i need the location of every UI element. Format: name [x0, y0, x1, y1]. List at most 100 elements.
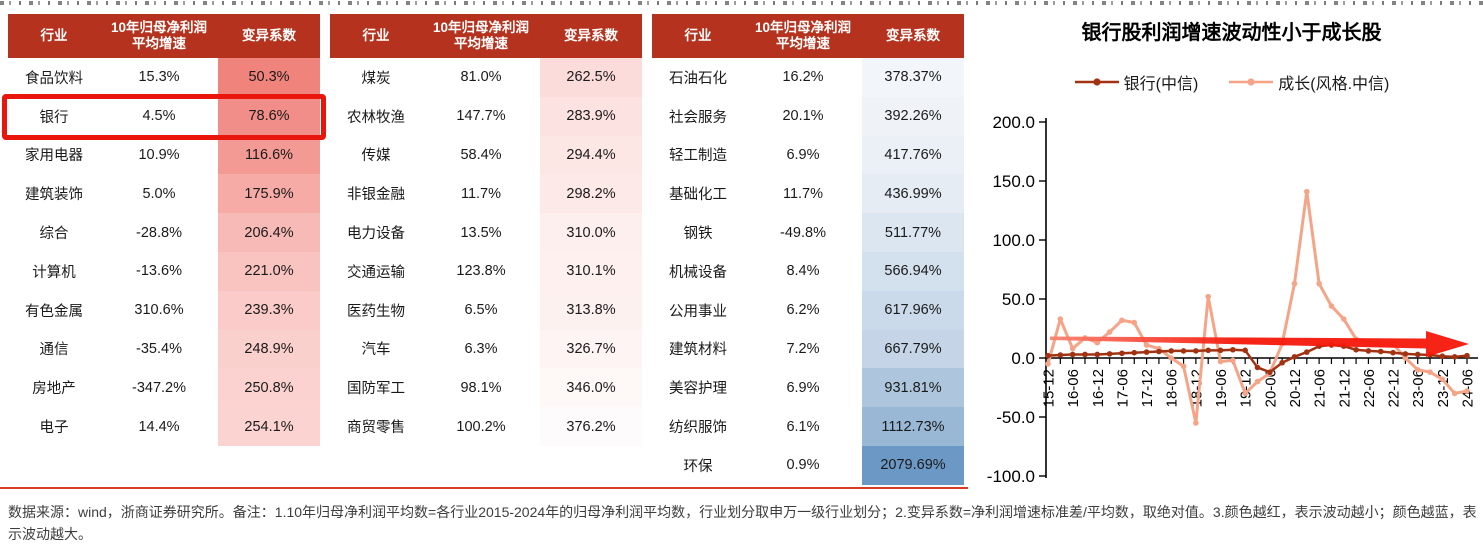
- table-row: 机械设备 8.4% 566.94%: [652, 251, 964, 291]
- table-row: 国防军工 98.1% 346.0%: [330, 368, 642, 408]
- industry-cell: 社会服务: [669, 109, 727, 126]
- table-row: 建筑材料 7.2% 667.79%: [652, 329, 964, 369]
- y-axis-tick-label: 100.0: [992, 231, 1035, 250]
- table-row: 美容护理 6.9% 931.81%: [652, 368, 964, 408]
- trend-arrow-annotation: [1050, 331, 1469, 357]
- table-header-row: 行业 10年归母净利润 平均增速 变异系数: [8, 14, 320, 58]
- cv-cell: 250.8%: [218, 368, 320, 408]
- col-header-cv: 变异系数: [242, 27, 296, 43]
- cv-cell: 931.81%: [862, 368, 964, 408]
- growth-cell: 81.0%: [460, 69, 502, 86]
- x-axis-tick-label: 21-12: [1336, 369, 1353, 407]
- x-axis-tick-label: 16-12: [1090, 369, 1107, 407]
- table-row: 建筑装饰 5.0% 175.9%: [8, 174, 320, 214]
- table-header-row: 行业 10年归母净利润 平均增速 变异系数: [652, 14, 964, 58]
- industry-cell: 非银金融: [347, 187, 405, 204]
- table-row: 农林牧渔 147.7% 283.9%: [330, 96, 642, 136]
- table-row: 传媒 58.4% 294.4%: [330, 135, 642, 175]
- source-footnote: 数据来源：wind，浙商证券研究所。备注：1.10年归母净利润平均数=各行业20…: [8, 504, 1477, 542]
- cv-cell: 206.4%: [218, 213, 320, 252]
- table-row: 钢铁 -49.8% 511.77%: [652, 213, 964, 252]
- cv-cell: 175.9%: [218, 174, 320, 214]
- x-axis-tick-label: 19-06: [1213, 369, 1230, 407]
- col-header-industry: 行业: [40, 27, 68, 43]
- industry-cell: 商贸零售: [347, 420, 405, 437]
- growth-cell: 4.5%: [142, 108, 176, 125]
- growth-cell: 6.2%: [786, 302, 820, 319]
- x-axis-tick-label: 22-06: [1361, 369, 1378, 407]
- industry-cell: 家用电器: [25, 148, 83, 165]
- cv-cell: 346.0%: [540, 368, 642, 408]
- legend-swatch: [1074, 78, 1119, 86]
- growth-cell: -35.4%: [136, 340, 182, 357]
- industry-cell: 美容护理: [669, 381, 727, 398]
- growth-cell: -347.2%: [131, 379, 186, 396]
- growth-cell: 11.7%: [782, 185, 824, 202]
- table-row: 社会服务 20.1% 392.26%: [652, 96, 964, 136]
- x-axis-tick-label: 17-12: [1139, 369, 1156, 407]
- cv-cell: 116.6%: [218, 135, 320, 175]
- x-axis-tick-label: 20-06: [1262, 369, 1279, 407]
- table-header-row: 行业 10年归母净利润 平均增速 变异系数: [330, 14, 642, 58]
- industry-cell: 石油石化: [669, 70, 727, 87]
- table-row: 环保 0.9% 2079.69%: [652, 445, 964, 485]
- x-axis-tick-label: 23-06: [1410, 369, 1427, 407]
- table-row: 石油石化 16.2% 378.37%: [652, 58, 964, 97]
- x-axis-tick-label: 24-06: [1460, 369, 1477, 407]
- cv-cell: 310.1%: [540, 251, 642, 291]
- cv-cell: 417.76%: [862, 135, 964, 175]
- cv-cell: 326.7%: [540, 329, 642, 369]
- cv-cell: 392.26%: [862, 96, 964, 136]
- cv-cell: 239.3%: [218, 290, 320, 330]
- cv-cell: 248.9%: [218, 329, 320, 369]
- cv-cell: 298.2%: [540, 174, 642, 214]
- growth-cell: 6.1%: [786, 418, 820, 435]
- industry-cell: 电力设备: [347, 226, 405, 243]
- table-row: 轻工制造 6.9% 417.76%: [652, 135, 964, 175]
- table-row: 房地产 -347.2% 250.8%: [8, 368, 320, 408]
- industry-cell: 煤炭: [361, 70, 391, 87]
- col-header-growth: 10年归母净利润 平均增速: [754, 19, 852, 51]
- growth-cell: -13.6%: [136, 263, 182, 280]
- industry-cell: 医药生物: [347, 303, 405, 320]
- growth-cell: 100.2%: [456, 418, 506, 435]
- table-row: 银行 4.5% 78.6%: [8, 96, 320, 136]
- industry-cell: 汽车: [361, 342, 391, 359]
- cv-cell: 221.0%: [218, 251, 320, 291]
- industry-cell: 银行: [39, 109, 69, 126]
- y-axis-tick-label: 150.0: [992, 172, 1035, 191]
- industry-cell: 有色金属: [25, 303, 83, 320]
- growth-cell: -28.8%: [136, 224, 182, 241]
- growth-cell: 20.1%: [782, 108, 824, 125]
- growth-cell: 10.9%: [138, 146, 180, 163]
- cv-cell: 617.96%: [862, 290, 964, 330]
- industry-cell: 基础化工: [669, 187, 727, 204]
- x-axis-tick-label: 18-06: [1164, 369, 1181, 407]
- y-axis-tick-label: 50.0: [1002, 290, 1035, 309]
- industry-cell: 纺织服饰: [669, 420, 727, 437]
- y-axis-tick-label: 0.0: [1011, 349, 1035, 368]
- industry-cell: 电子: [39, 420, 69, 437]
- y-axis-tick-label: 200.0: [992, 113, 1035, 132]
- cv-cell: 566.94%: [862, 251, 964, 291]
- industry-cell: 国防军工: [347, 381, 405, 398]
- cv-cell: 378.37%: [862, 58, 964, 97]
- cv-cell: 313.8%: [540, 290, 642, 330]
- growth-cell: 310.6%: [134, 302, 184, 319]
- growth-cell: 7.2%: [786, 340, 820, 357]
- growth-cell: 8.4%: [786, 263, 820, 280]
- cv-cell: 50.3%: [218, 58, 320, 97]
- table-row: 有色金属 310.6% 239.3%: [8, 290, 320, 330]
- x-axis-tick-label: 15-12: [1041, 369, 1058, 407]
- table-row: 基础化工 11.7% 436.99%: [652, 174, 964, 214]
- cv-cell: 667.79%: [862, 329, 964, 369]
- table-row: 汽车 6.3% 326.7%: [330, 329, 642, 369]
- industry-cell: 钢铁: [683, 226, 713, 243]
- col-header-growth: 10年归母净利润 平均增速: [432, 19, 530, 51]
- table-row: 纺织服饰 6.1% 1112.73%: [652, 407, 964, 446]
- industry-table-1: 行业 10年归母净利润 平均增速 变异系数 食品饮料 15.3% 50.3% 银行 4.5% 78…: [2, 14, 326, 446]
- growth-cell: 15.3%: [138, 69, 180, 86]
- line-chart: 银行股利润增速波动性小于成长股 银行(中信) 成长(风格.中信) 200.0 15…: [980, 6, 1483, 546]
- cv-cell: 1112.73%: [862, 407, 964, 446]
